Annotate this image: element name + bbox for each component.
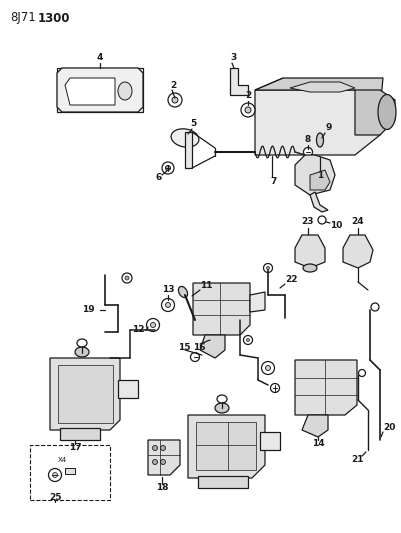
Polygon shape	[255, 90, 380, 155]
Ellipse shape	[316, 133, 324, 147]
Ellipse shape	[75, 347, 89, 357]
Ellipse shape	[358, 369, 365, 376]
Text: 8J71: 8J71	[10, 12, 36, 25]
Ellipse shape	[190, 352, 200, 361]
Polygon shape	[310, 192, 328, 212]
Polygon shape	[188, 415, 265, 478]
Ellipse shape	[271, 384, 279, 392]
Polygon shape	[65, 468, 75, 474]
Polygon shape	[302, 415, 328, 437]
Text: 14: 14	[312, 440, 324, 448]
Ellipse shape	[178, 286, 188, 297]
Text: 25: 25	[49, 494, 61, 503]
Text: 24: 24	[352, 217, 365, 227]
Ellipse shape	[303, 264, 317, 272]
Ellipse shape	[166, 166, 170, 171]
Text: 6: 6	[156, 174, 162, 182]
Ellipse shape	[125, 276, 129, 280]
Polygon shape	[250, 292, 265, 312]
Text: 1300: 1300	[38, 12, 71, 25]
Polygon shape	[57, 68, 143, 112]
Polygon shape	[343, 235, 373, 268]
Polygon shape	[60, 428, 100, 440]
Ellipse shape	[172, 97, 178, 103]
Polygon shape	[230, 68, 248, 95]
Polygon shape	[148, 440, 180, 475]
Text: 13: 13	[162, 286, 174, 295]
Ellipse shape	[371, 303, 379, 311]
Ellipse shape	[152, 459, 158, 464]
Ellipse shape	[263, 263, 273, 272]
Ellipse shape	[162, 162, 174, 174]
Polygon shape	[198, 476, 248, 488]
Text: 12: 12	[132, 326, 144, 335]
Ellipse shape	[122, 273, 132, 283]
Ellipse shape	[160, 446, 166, 450]
Ellipse shape	[247, 338, 249, 342]
Polygon shape	[295, 155, 335, 195]
Polygon shape	[50, 358, 120, 430]
Text: 18: 18	[156, 483, 168, 492]
Text: 1: 1	[317, 171, 323, 180]
Ellipse shape	[53, 472, 57, 478]
Text: 3: 3	[230, 52, 236, 61]
Ellipse shape	[171, 129, 199, 147]
Ellipse shape	[215, 403, 229, 413]
Ellipse shape	[245, 107, 251, 113]
Ellipse shape	[146, 319, 160, 332]
Text: 11: 11	[200, 280, 213, 289]
Ellipse shape	[162, 298, 174, 311]
Ellipse shape	[261, 361, 275, 375]
Bar	[118, 380, 138, 398]
Polygon shape	[57, 68, 143, 112]
Polygon shape	[185, 132, 192, 168]
Text: 15: 15	[178, 343, 190, 352]
Text: 10: 10	[330, 221, 342, 230]
Text: X4: X4	[58, 457, 67, 463]
Polygon shape	[200, 335, 225, 358]
Polygon shape	[290, 82, 355, 92]
Text: 2: 2	[245, 92, 251, 101]
Text: 7: 7	[270, 177, 276, 187]
Bar	[196, 422, 256, 470]
Polygon shape	[255, 78, 383, 110]
Text: 20: 20	[383, 424, 395, 432]
Ellipse shape	[168, 93, 182, 107]
Ellipse shape	[378, 94, 396, 130]
Polygon shape	[193, 283, 250, 335]
Ellipse shape	[49, 469, 61, 481]
Ellipse shape	[267, 266, 269, 270]
Text: 8: 8	[305, 135, 311, 144]
Text: 2: 2	[170, 80, 176, 90]
Text: 16: 16	[193, 343, 205, 352]
Ellipse shape	[318, 216, 326, 224]
Ellipse shape	[77, 339, 87, 347]
Polygon shape	[310, 170, 330, 190]
Ellipse shape	[150, 322, 156, 327]
Polygon shape	[65, 78, 115, 105]
Text: 21: 21	[352, 456, 364, 464]
Text: 5: 5	[190, 119, 196, 128]
Polygon shape	[295, 360, 357, 415]
Ellipse shape	[265, 366, 271, 370]
Ellipse shape	[160, 459, 166, 464]
Text: 22: 22	[285, 276, 298, 285]
Ellipse shape	[217, 395, 227, 403]
Bar	[260, 432, 280, 450]
Polygon shape	[355, 90, 395, 135]
Text: 17: 17	[69, 443, 81, 453]
Text: 4: 4	[97, 52, 103, 61]
Ellipse shape	[241, 103, 255, 117]
Ellipse shape	[243, 335, 253, 344]
Polygon shape	[295, 235, 325, 268]
Text: 23: 23	[302, 217, 314, 227]
Ellipse shape	[152, 446, 158, 450]
Bar	[58, 365, 113, 423]
Text: 9: 9	[325, 124, 331, 133]
Ellipse shape	[166, 303, 170, 308]
Ellipse shape	[118, 82, 132, 100]
Text: 19: 19	[82, 305, 95, 314]
Ellipse shape	[304, 148, 312, 157]
Bar	[30, 445, 110, 500]
